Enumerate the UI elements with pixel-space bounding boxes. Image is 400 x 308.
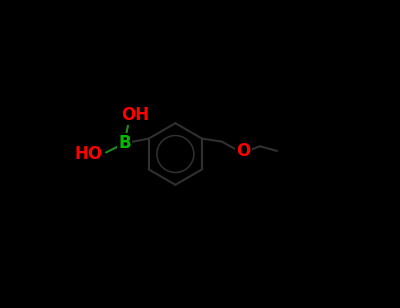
Text: OH: OH: [121, 106, 149, 124]
Text: B: B: [118, 134, 131, 152]
Text: O: O: [236, 142, 250, 160]
Text: HO: HO: [74, 145, 102, 163]
